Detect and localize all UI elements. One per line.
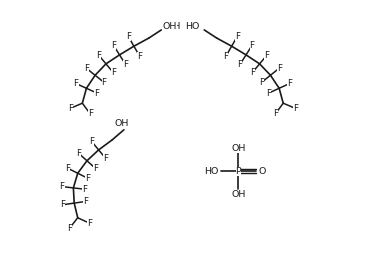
Text: F: F xyxy=(93,164,98,173)
Text: F: F xyxy=(89,137,94,146)
Text: F: F xyxy=(67,224,72,233)
Text: F: F xyxy=(111,41,116,50)
Text: F: F xyxy=(259,78,264,87)
Text: OH: OH xyxy=(115,119,129,128)
Text: F: F xyxy=(111,68,116,77)
Text: F: F xyxy=(82,185,87,194)
Text: P: P xyxy=(236,166,241,176)
Text: F: F xyxy=(84,64,89,73)
Text: F: F xyxy=(266,89,271,98)
Text: F: F xyxy=(264,51,269,60)
Text: F: F xyxy=(60,200,66,209)
Text: HO: HO xyxy=(185,22,199,31)
Text: F: F xyxy=(293,104,298,113)
Text: F: F xyxy=(223,52,229,61)
Text: F: F xyxy=(94,89,99,98)
Text: F: F xyxy=(85,174,90,183)
Text: F: F xyxy=(123,60,128,69)
Text: F: F xyxy=(60,182,65,191)
Text: F: F xyxy=(273,109,278,118)
Text: OH: OH xyxy=(231,143,246,153)
Text: OH: OH xyxy=(231,190,246,199)
Text: F: F xyxy=(238,60,243,69)
Text: F: F xyxy=(76,149,81,158)
Text: F: F xyxy=(235,32,240,41)
Text: F: F xyxy=(65,164,70,173)
Text: F: F xyxy=(88,109,93,118)
Text: F: F xyxy=(250,68,255,77)
Text: F: F xyxy=(101,78,106,87)
Text: F: F xyxy=(83,197,88,206)
Text: F: F xyxy=(68,104,73,113)
Text: OH: OH xyxy=(162,22,177,31)
Text: F: F xyxy=(87,219,92,228)
Text: F: F xyxy=(287,79,292,88)
Text: HO: HO xyxy=(204,166,218,176)
Text: F: F xyxy=(103,154,108,163)
Text: O: O xyxy=(258,166,266,176)
Text: OH: OH xyxy=(167,22,181,31)
Text: F: F xyxy=(96,51,101,60)
Text: F: F xyxy=(277,64,282,73)
Text: F: F xyxy=(250,41,255,50)
Text: F: F xyxy=(126,32,131,41)
Text: F: F xyxy=(137,52,142,61)
Text: F: F xyxy=(74,79,78,88)
